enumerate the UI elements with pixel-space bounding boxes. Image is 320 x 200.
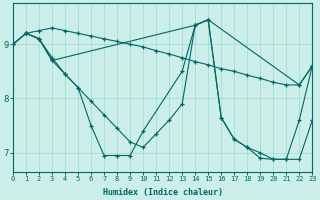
X-axis label: Humidex (Indice chaleur): Humidex (Indice chaleur) bbox=[103, 188, 223, 197]
